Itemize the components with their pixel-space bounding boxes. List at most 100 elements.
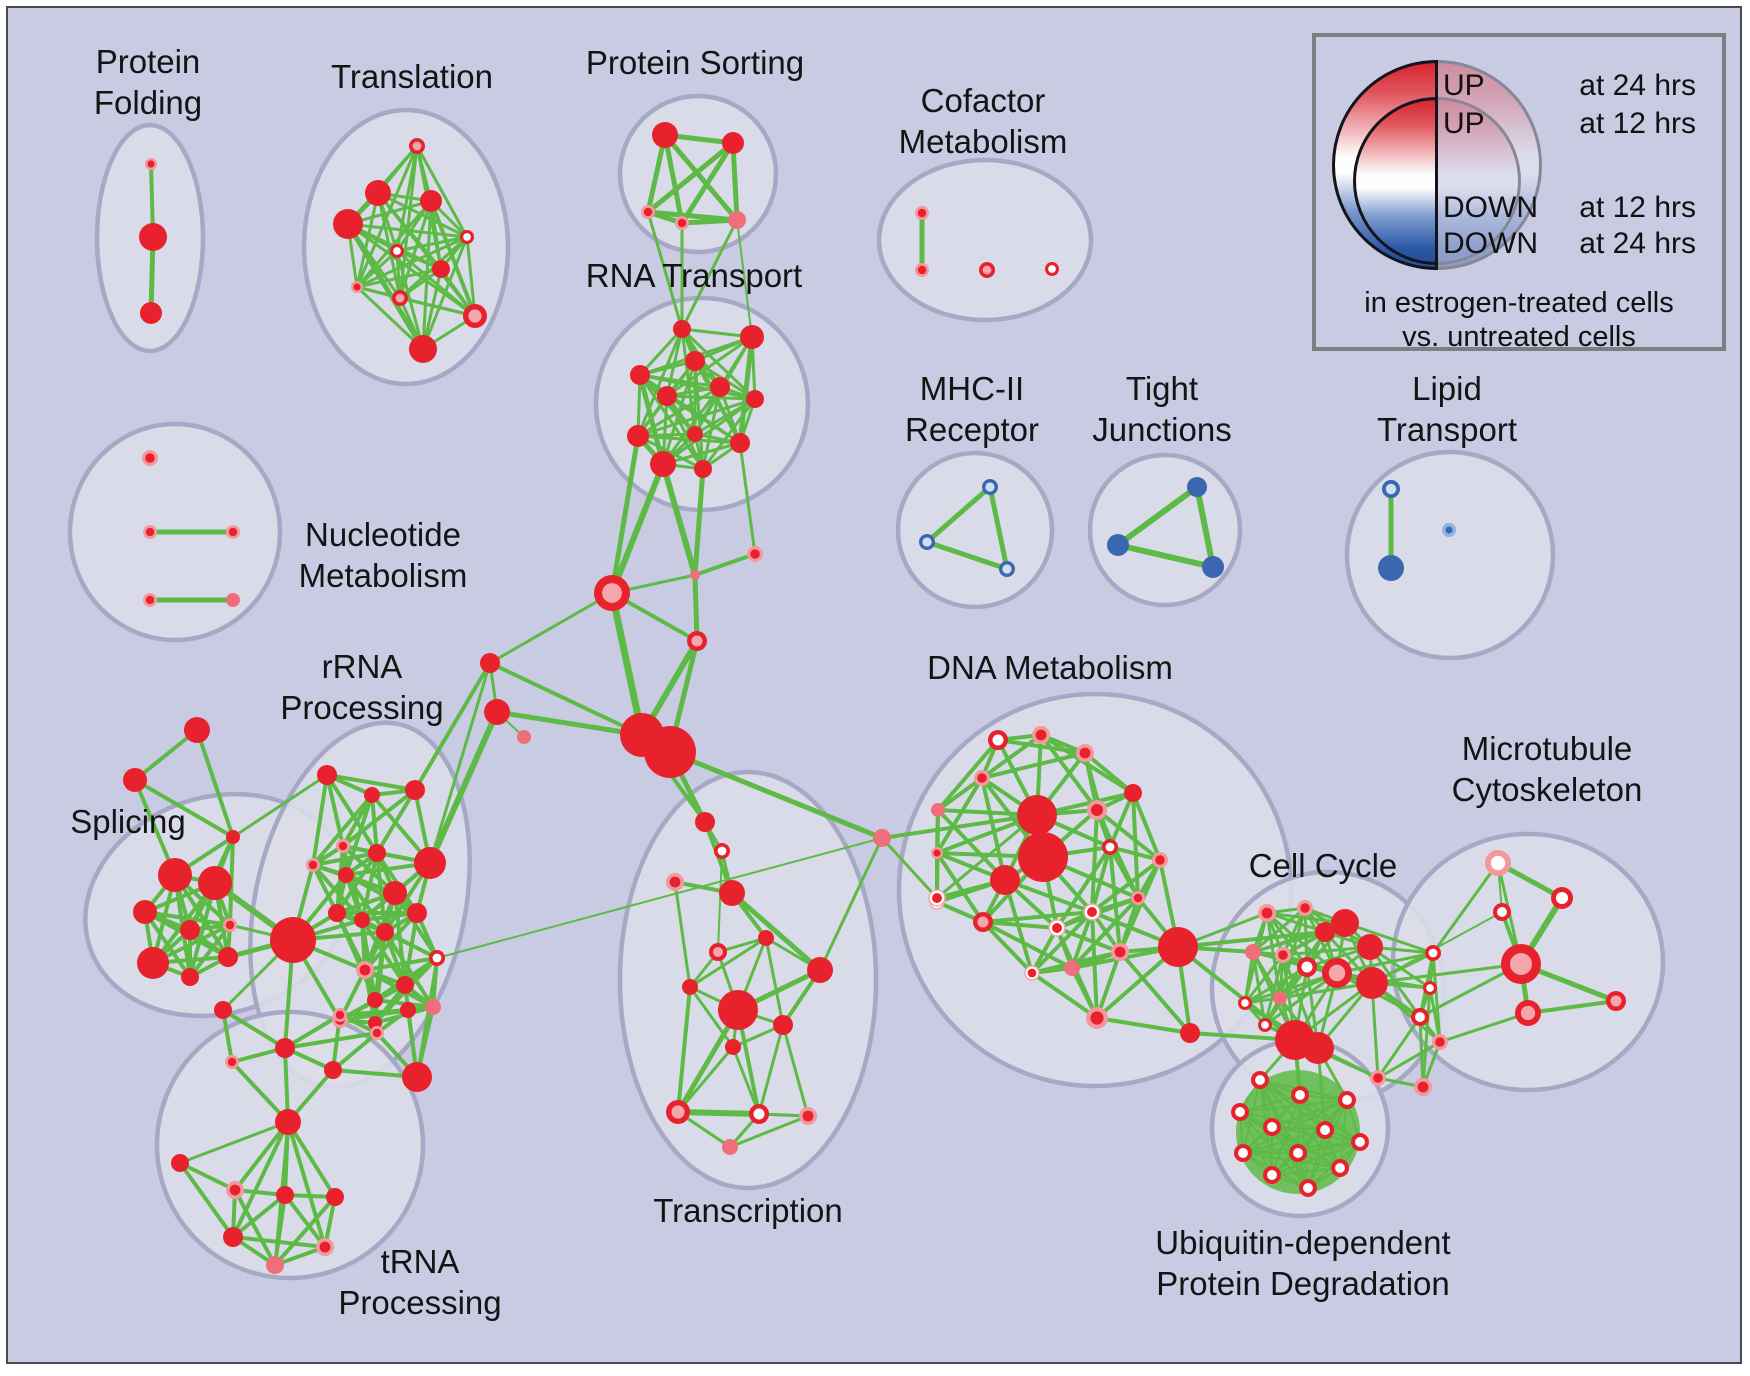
edge-trna	[233, 1120, 290, 1192]
edge-intercluster	[880, 813, 1039, 840]
node-ubiquitin-4-core	[1267, 1122, 1277, 1132]
edge-rna_transport	[661, 385, 722, 466]
edge-dna	[1131, 791, 1162, 862]
node-rna_transport-10	[650, 451, 676, 477]
edge-dna	[936, 738, 1000, 812]
node-rrna-9	[328, 904, 346, 922]
node-dna-18-core	[1114, 946, 1126, 958]
edge-rna_transport	[636, 327, 684, 438]
edge-intercluster	[1370, 962, 1523, 985]
edge-intercluster	[692, 466, 706, 578]
edge-intercluster	[729, 890, 823, 973]
edge-trna	[283, 1031, 379, 1050]
edge-ubiquitin	[1339, 1099, 1348, 1169]
node-cell-11-core	[1261, 1021, 1269, 1029]
node-chain-14-core	[932, 893, 942, 903]
edge-transcription	[731, 1045, 761, 1116]
node-chain-1-core	[750, 549, 760, 559]
node-splicing-7-core	[225, 920, 235, 930]
edge-cell	[1376, 1040, 1442, 1080]
edge-ubiquitin	[1271, 1126, 1309, 1189]
edge-trna	[178, 1161, 237, 1192]
edge-trna	[231, 1193, 287, 1239]
edge-mhc	[924, 484, 993, 545]
node-rrna-13-core	[432, 953, 442, 963]
legend-down-12-time: at 12 hrs	[1579, 191, 1696, 224]
node-translation-1	[365, 180, 391, 206]
cluster-transcription-label: Transcription	[653, 1192, 843, 1229]
edge-rna_transport	[737, 334, 755, 446]
node-ubiquitin-9-core	[1335, 1163, 1345, 1173]
node-transcription-7-core	[671, 1105, 685, 1119]
node-trna-2-core	[229, 1184, 241, 1196]
node-rrna-1	[364, 787, 380, 803]
node-dna-8	[1018, 832, 1068, 882]
layer-labels: Protein Folding Translation Protein Sorting…	[70, 43, 1642, 1321]
node-protein_sorting-2-core	[643, 207, 653, 217]
node-transcription-5	[773, 1015, 793, 1035]
node-dna-9	[990, 865, 1020, 895]
cluster-transcription-outline	[617, 769, 879, 1191]
node-trna-15	[402, 1062, 432, 1092]
edge-rrna	[363, 911, 419, 972]
node-dna-22	[1180, 1023, 1200, 1043]
edge-transcription	[675, 1109, 762, 1117]
edge-transcription	[728, 1114, 810, 1149]
edge-rna_transport	[638, 373, 757, 401]
edge-intercluster	[494, 709, 645, 738]
edge-translation	[429, 199, 477, 318]
node-trna-12-core	[335, 1010, 345, 1020]
node-cell-18-core	[1426, 984, 1434, 992]
node-chain-5	[644, 726, 696, 778]
edge-dna	[1095, 950, 1122, 1020]
edge-tight	[1115, 542, 1216, 570]
node-protein_folding-0-core	[147, 160, 155, 168]
node-dna-14-core	[977, 916, 989, 928]
node-protein_sorting-3-core	[677, 218, 687, 228]
node-trna-6-core	[319, 1241, 331, 1253]
node-cell-15-core	[1373, 1073, 1383, 1083]
node-dna-10-core	[933, 849, 941, 857]
node-dna-12-core	[1155, 855, 1165, 865]
edge-intercluster	[692, 572, 700, 644]
node-cofactor-3-core	[1048, 265, 1056, 273]
legend-down-12-word: DOWN	[1443, 191, 1538, 224]
edge-transcription	[757, 1023, 785, 1116]
node-rrna-0	[317, 765, 337, 785]
node-splicing-5	[133, 900, 157, 924]
node-rrna-5	[368, 844, 386, 862]
edge-intercluster	[717, 850, 723, 953]
edge-dna	[1090, 858, 1162, 914]
node-dna-6	[1124, 784, 1142, 802]
edge-microtubule	[1526, 999, 1618, 1015]
edge-ubiquitin	[1239, 1099, 1348, 1113]
edge-dna	[1131, 791, 1140, 900]
edge-dna	[1070, 910, 1094, 970]
edge-intercluster	[609, 433, 641, 596]
edge-cell	[1431, 951, 1442, 1044]
node-transcription-8-core	[753, 1108, 765, 1120]
edge-dna	[981, 920, 1034, 975]
node-chain-13	[873, 829, 891, 847]
node-mhc-0-core	[985, 482, 995, 492]
edge-trna	[178, 1161, 235, 1239]
edge-transcription	[781, 1023, 810, 1118]
node-rrna-3-core	[338, 841, 348, 851]
edge-dna	[1055, 926, 1122, 954]
node-microtubule-2-core	[1497, 907, 1507, 917]
node-dna-20	[1064, 960, 1080, 976]
node-tight-2	[1202, 556, 1224, 578]
edge-transcription	[688, 936, 768, 989]
cluster-tight-outline	[1087, 452, 1243, 608]
edge-intercluster	[680, 218, 739, 331]
edge-trna	[283, 1013, 342, 1050]
node-lipid-1	[1378, 555, 1404, 581]
edge-cell	[1421, 986, 1432, 1089]
node-rrna-16	[367, 992, 383, 1008]
node-cell-9	[1356, 967, 1388, 999]
cluster-trna-label: tRNA Processing	[338, 1243, 501, 1321]
edge-dna	[1118, 950, 1192, 1035]
edge-protein_sorting	[730, 140, 740, 223]
cluster-trna-outline	[154, 1009, 426, 1281]
